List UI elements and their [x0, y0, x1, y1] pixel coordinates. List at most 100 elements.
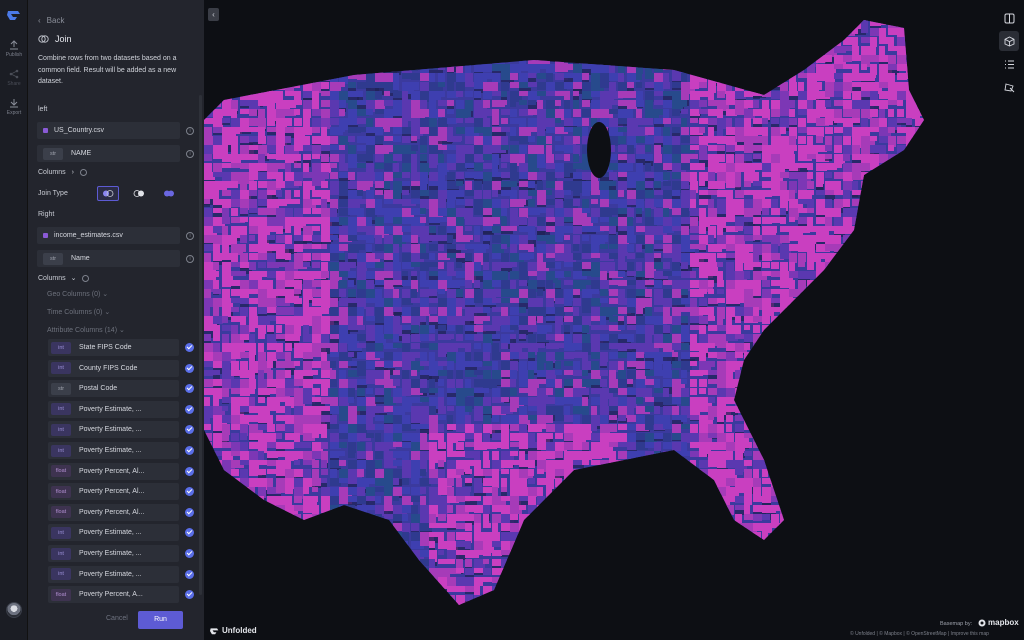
time-columns-toggle[interactable]: Time Columns (0) ⌄ — [47, 308, 110, 316]
map-block — [546, 280, 553, 292]
checkbox-checked-icon[interactable] — [185, 343, 194, 352]
column-row[interactable]: int State FIPS Code — [48, 339, 179, 356]
map-block-side — [546, 222, 556, 229]
map-block — [870, 307, 876, 319]
column-row[interactable]: int Poverty Estimate, ... — [48, 565, 179, 583]
columns-toggle-1[interactable]: Columns › — [38, 169, 87, 176]
map-block — [303, 334, 314, 342]
map-block — [789, 406, 799, 415]
column-row[interactable]: int Poverty Estimate, ... — [48, 400, 179, 418]
info-icon[interactable]: i — [186, 150, 194, 158]
app-logo-icon[interactable] — [7, 9, 21, 21]
checkbox-checked-icon[interactable] — [185, 425, 194, 435]
checkbox-checked-icon[interactable] — [185, 363, 194, 373]
map-block — [717, 73, 726, 83]
map-block — [411, 424, 424, 429]
map-block — [330, 298, 338, 308]
checkbox-checked-icon[interactable] — [185, 466, 194, 476]
avatar[interactable] — [6, 602, 22, 618]
map-block — [213, 145, 224, 157]
join-type-full[interactable] — [158, 186, 180, 201]
map-block — [834, 172, 846, 179]
map-block-side — [870, 385, 877, 388]
map-block — [870, 280, 877, 291]
checkbox-checked-icon[interactable] — [185, 549, 194, 558]
checkbox-checked-icon[interactable] — [185, 446, 194, 455]
map-block — [312, 136, 326, 144]
attribute-columns-toggle[interactable]: Attribute Columns (14) ⌄ — [47, 326, 125, 334]
map-block — [735, 415, 744, 421]
checkbox-checked-icon[interactable] — [185, 528, 194, 538]
map-block — [384, 73, 393, 84]
map-block-side — [438, 141, 452, 144]
left-dataset-select[interactable]: US_Country.csv — [37, 122, 180, 139]
map-block — [222, 37, 229, 43]
map-view[interactable]: ‹ Unfolded Basemap by: mapbox © Unfolded… — [204, 0, 1024, 640]
map-block — [888, 199, 896, 204]
map-block — [357, 64, 367, 69]
right-field-select[interactable]: str Name — [37, 250, 180, 267]
map-block-side — [465, 178, 477, 180]
column-row[interactable]: int Poverty Estimate, ... — [48, 524, 179, 542]
map-block — [366, 181, 373, 187]
map-block — [870, 244, 876, 254]
map-block-side — [303, 51, 311, 56]
checkbox-checked-icon[interactable] — [185, 384, 194, 394]
column-row[interactable]: float Poverty Percent, Al... — [48, 503, 179, 521]
cancel-button[interactable]: Cancel — [106, 615, 128, 622]
column-row[interactable]: int County FIPS Code — [48, 359, 179, 377]
column-row[interactable]: int Poverty Estimate, ... — [48, 421, 179, 439]
map-block — [609, 271, 623, 278]
map-block — [897, 181, 903, 188]
column-row[interactable]: int Poverty Estimate, ... — [48, 545, 179, 562]
column-row[interactable]: str Postal Code — [48, 380, 179, 398]
left-field-select[interactable]: str NAME — [37, 145, 180, 162]
map-block-side — [861, 97, 874, 100]
map-block — [933, 190, 942, 198]
checkbox-checked-icon[interactable] — [185, 590, 194, 600]
back-button[interactable]: ‹ Back — [38, 16, 64, 25]
map-block — [699, 100, 707, 107]
map-block — [348, 100, 360, 110]
map-block — [906, 100, 917, 112]
map-block — [258, 145, 269, 156]
info-icon[interactable]: i — [186, 255, 194, 263]
map-block — [672, 28, 678, 39]
checkbox-checked-icon[interactable] — [185, 487, 194, 497]
column-name: Poverty Estimate, ... — [79, 570, 142, 578]
map-block-side — [357, 69, 367, 74]
column-row[interactable]: float Poverty Percent, A... — [48, 586, 179, 604]
geo-columns-toggle[interactable]: Geo Columns (0) ⌄ — [47, 290, 108, 298]
checkbox-checked-icon[interactable] — [185, 507, 194, 517]
map-block — [519, 172, 530, 179]
run-button[interactable]: Run — [138, 611, 183, 629]
map-block — [942, 10, 953, 15]
right-dataset-select[interactable]: income_estimates.csv — [37, 227, 180, 244]
map-block — [861, 100, 874, 109]
map-block — [321, 370, 332, 378]
join-type-left[interactable] — [97, 186, 119, 201]
map-block-side — [582, 370, 595, 373]
rail-export[interactable]: Export — [0, 98, 28, 116]
checkbox-checked-icon[interactable] — [185, 404, 194, 414]
columns-toggle-2[interactable]: Columns ⌄ — [38, 274, 89, 282]
join-type-inner[interactable] — [128, 186, 150, 201]
info-icon[interactable]: i — [186, 127, 194, 135]
map-block — [672, 100, 683, 111]
map-block — [663, 91, 672, 96]
info-icon[interactable]: i — [186, 232, 194, 240]
rail-share[interactable]: Share — [0, 69, 28, 87]
map-block — [672, 271, 681, 276]
column-row[interactable]: float Poverty Percent, Al... — [48, 462, 179, 480]
map-block — [762, 307, 774, 316]
map-block-side — [924, 94, 930, 101]
map-block — [897, 334, 908, 345]
column-row[interactable]: int Poverty Estimate, ... — [48, 442, 179, 459]
map-block — [393, 361, 405, 367]
column-row[interactable]: float Poverty Percent, Al... — [48, 483, 179, 501]
map-block-side — [312, 242, 322, 244]
checkbox-checked-icon[interactable] — [185, 569, 194, 579]
panel-scrollbar[interactable] — [199, 95, 202, 595]
rail-publish[interactable]: Publish — [0, 40, 28, 58]
map-block — [384, 370, 390, 381]
